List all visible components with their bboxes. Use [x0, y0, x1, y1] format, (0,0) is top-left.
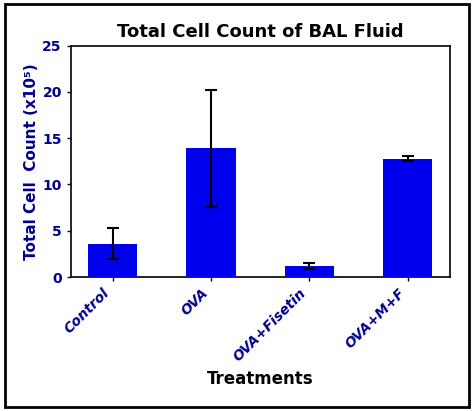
Bar [186, 148, 236, 277]
Title: Total Cell Count of BAL Fluid: Total Cell Count of BAL Fluid [117, 23, 403, 41]
Bar [383, 159, 432, 277]
Bar [285, 266, 334, 277]
Bar [88, 244, 137, 277]
Y-axis label: Total Cell  Count (x10⁵): Total Cell Count (x10⁵) [25, 63, 39, 260]
X-axis label: Treatments: Treatments [207, 370, 313, 388]
